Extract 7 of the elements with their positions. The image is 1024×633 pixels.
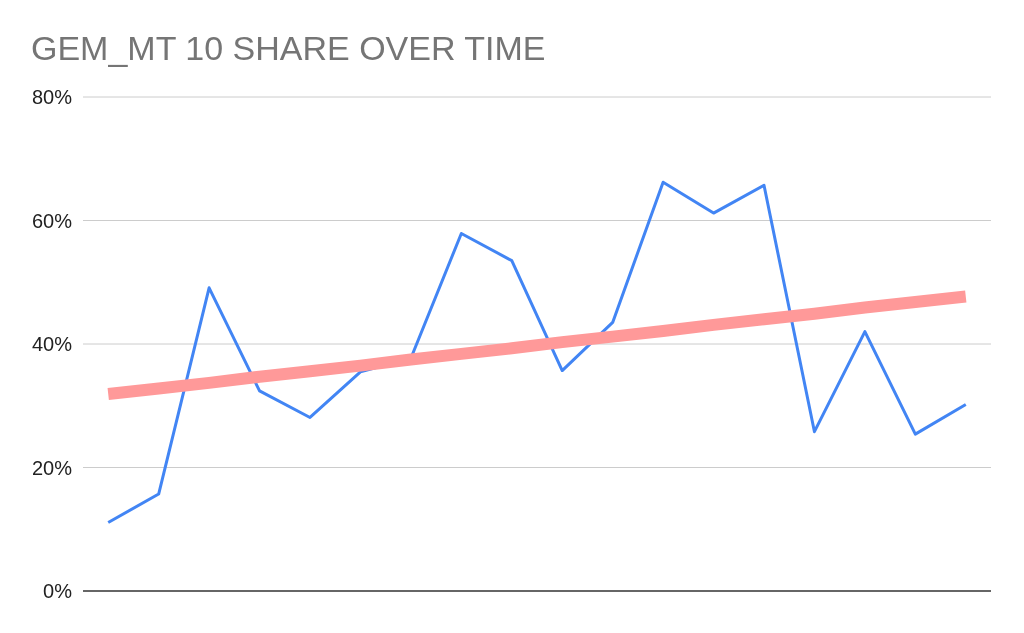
y-tick-label: 40% — [31, 333, 73, 355]
y-tick-label: 20% — [31, 456, 73, 479]
chart-title: GEM_MT 10 SHARE OVER TIME — [31, 29, 546, 67]
y-tick-label: 80% — [31, 86, 73, 108]
y-tick-label: 60% — [31, 209, 73, 232]
line-series — [106, 180, 968, 524]
y-tick-label: 0% — [43, 580, 73, 602]
